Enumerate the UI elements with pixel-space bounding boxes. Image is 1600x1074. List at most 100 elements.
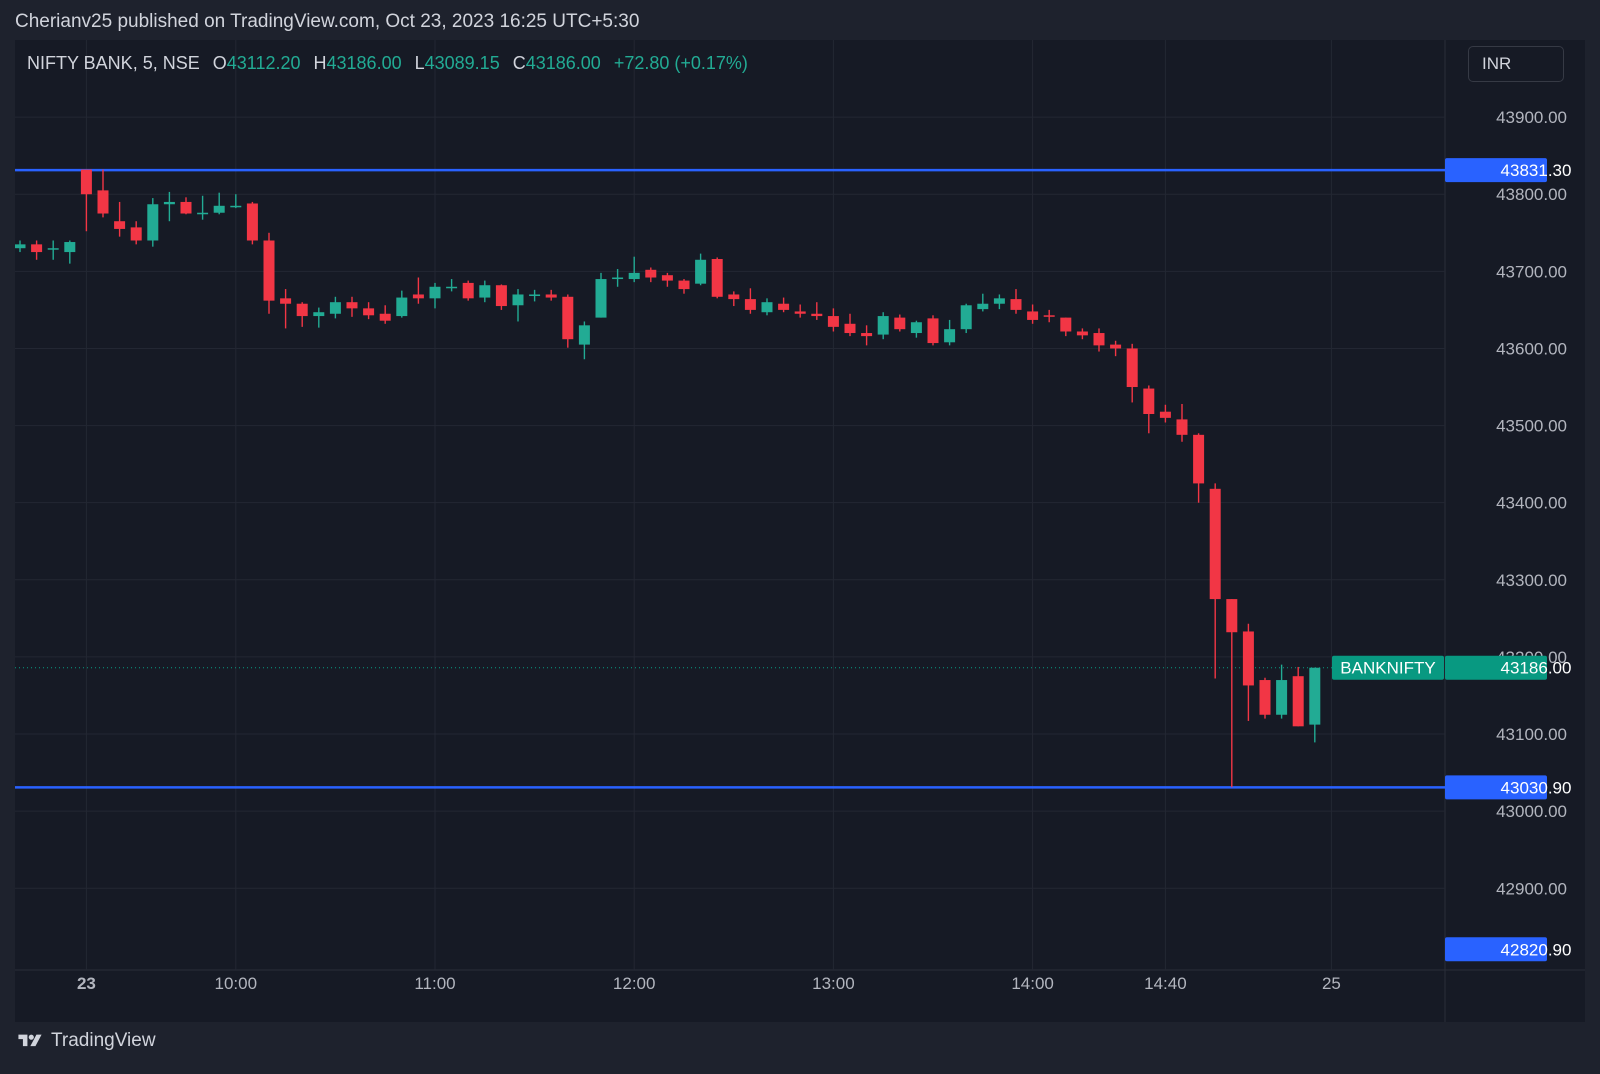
- candle: [1126, 343, 1138, 403]
- candle: [446, 279, 458, 292]
- candle-body: [794, 311, 806, 314]
- candle-body: [346, 302, 358, 309]
- time-tick-label: 13:00: [812, 974, 855, 993]
- price-tick-label: 43900.00: [1496, 108, 1567, 127]
- candle: [1276, 664, 1288, 719]
- candle-body: [246, 203, 258, 241]
- price-tick-label: 43600.00: [1496, 339, 1567, 358]
- candle-body: [1010, 299, 1022, 310]
- candle-body: [645, 269, 657, 278]
- chart-area[interactable]: 43900.00 43800.00 43700.00 43600.00 43500.00…: [15, 40, 1585, 1022]
- candle-body: [595, 279, 607, 318]
- candle-body: [960, 305, 972, 330]
- candle-body: [512, 294, 524, 306]
- candle: [960, 303, 972, 334]
- candle: [31, 240, 43, 260]
- candle-body: [412, 294, 424, 299]
- candle-body: [114, 221, 126, 229]
- candle: [562, 294, 574, 348]
- candle-body: [97, 190, 109, 214]
- candles: [15, 169, 1321, 788]
- candle-body: [429, 286, 441, 299]
- candle-body: [197, 212, 209, 215]
- candle-body: [744, 299, 756, 310]
- candle-body: [1110, 344, 1122, 349]
- candle-body: [1193, 434, 1205, 484]
- candle-body: [894, 317, 906, 330]
- candle: [1193, 433, 1205, 503]
- candle-body: [844, 323, 856, 334]
- candle: [1226, 599, 1238, 788]
- candle: [97, 169, 109, 218]
- horizontal-lines: [15, 168, 1445, 789]
- candle: [495, 284, 507, 310]
- candle: [47, 240, 59, 260]
- candle-body: [329, 302, 341, 314]
- symbol-tag-bg: [1332, 655, 1444, 680]
- candle: [379, 305, 391, 324]
- candle: [329, 296, 341, 319]
- candle-body: [661, 275, 673, 281]
- candle: [280, 289, 292, 329]
- candle: [1060, 317, 1072, 337]
- candle-body: [1027, 311, 1039, 320]
- price-line-label: 43030.90: [1501, 778, 1572, 797]
- candle: [296, 302, 308, 327]
- low-value: 43089.15: [424, 53, 500, 73]
- candle-body: [1076, 331, 1088, 336]
- candle-body: [1276, 680, 1288, 715]
- candle-body: [180, 201, 192, 214]
- candle-body: [396, 297, 408, 317]
- candle: [1043, 309, 1055, 323]
- candle: [794, 304, 806, 318]
- candle: [529, 289, 541, 302]
- candle-body: [1209, 488, 1221, 600]
- candle: [761, 298, 773, 316]
- candle: [1110, 340, 1122, 357]
- price-line-label-bg: [1445, 158, 1547, 183]
- candle: [363, 302, 375, 320]
- candle-body: [811, 313, 823, 317]
- candle-body: [280, 298, 292, 304]
- close-label: C: [512, 53, 526, 73]
- candle-body: [993, 298, 1005, 304]
- candle-body: [495, 285, 507, 307]
- candle: [612, 269, 624, 287]
- candle: [1292, 666, 1304, 727]
- candle: [313, 307, 325, 328]
- price-line-label: 43831.30: [1501, 161, 1572, 180]
- candle-body: [446, 286, 458, 289]
- candle-body: [263, 240, 275, 301]
- candle-body: [927, 318, 939, 344]
- symbol-tag-label: BANKNIFTY: [1340, 659, 1435, 678]
- candle: [1010, 289, 1022, 314]
- candle: [778, 297, 790, 313]
- price-tick-label: 43800.00: [1496, 185, 1567, 204]
- last-price-label: 43186.00: [1501, 659, 1572, 678]
- symbol-label: NIFTY BANK, 5, NSE: [27, 53, 200, 73]
- candle-body: [711, 259, 723, 297]
- candle: [628, 256, 640, 283]
- footer-brand[interactable]: TradingView: [15, 1027, 156, 1055]
- time-tick-label: 11:00: [414, 974, 455, 993]
- candle: [578, 321, 590, 360]
- currency-button[interactable]: INR: [1468, 46, 1564, 82]
- candle-body: [1043, 315, 1055, 317]
- brand-label: TradingView: [51, 1030, 156, 1051]
- candle: [1242, 623, 1254, 721]
- candle: [661, 272, 673, 287]
- candle-body: [778, 303, 790, 310]
- candle-body: [910, 322, 922, 334]
- candle: [861, 325, 873, 346]
- candle: [894, 314, 906, 332]
- change-value: +72.80 (+0.17%): [613, 53, 748, 73]
- candle-body: [479, 285, 491, 298]
- price-tick-label: 43300.00: [1496, 571, 1567, 590]
- candle-body: [578, 325, 590, 345]
- candle-body: [562, 296, 574, 340]
- candle-body: [977, 303, 989, 310]
- candlestick-chart[interactable]: 43900.00 43800.00 43700.00 43600.00 43500.00…: [15, 40, 1585, 1022]
- candle: [844, 313, 856, 337]
- candle: [545, 289, 557, 301]
- candle: [147, 198, 159, 247]
